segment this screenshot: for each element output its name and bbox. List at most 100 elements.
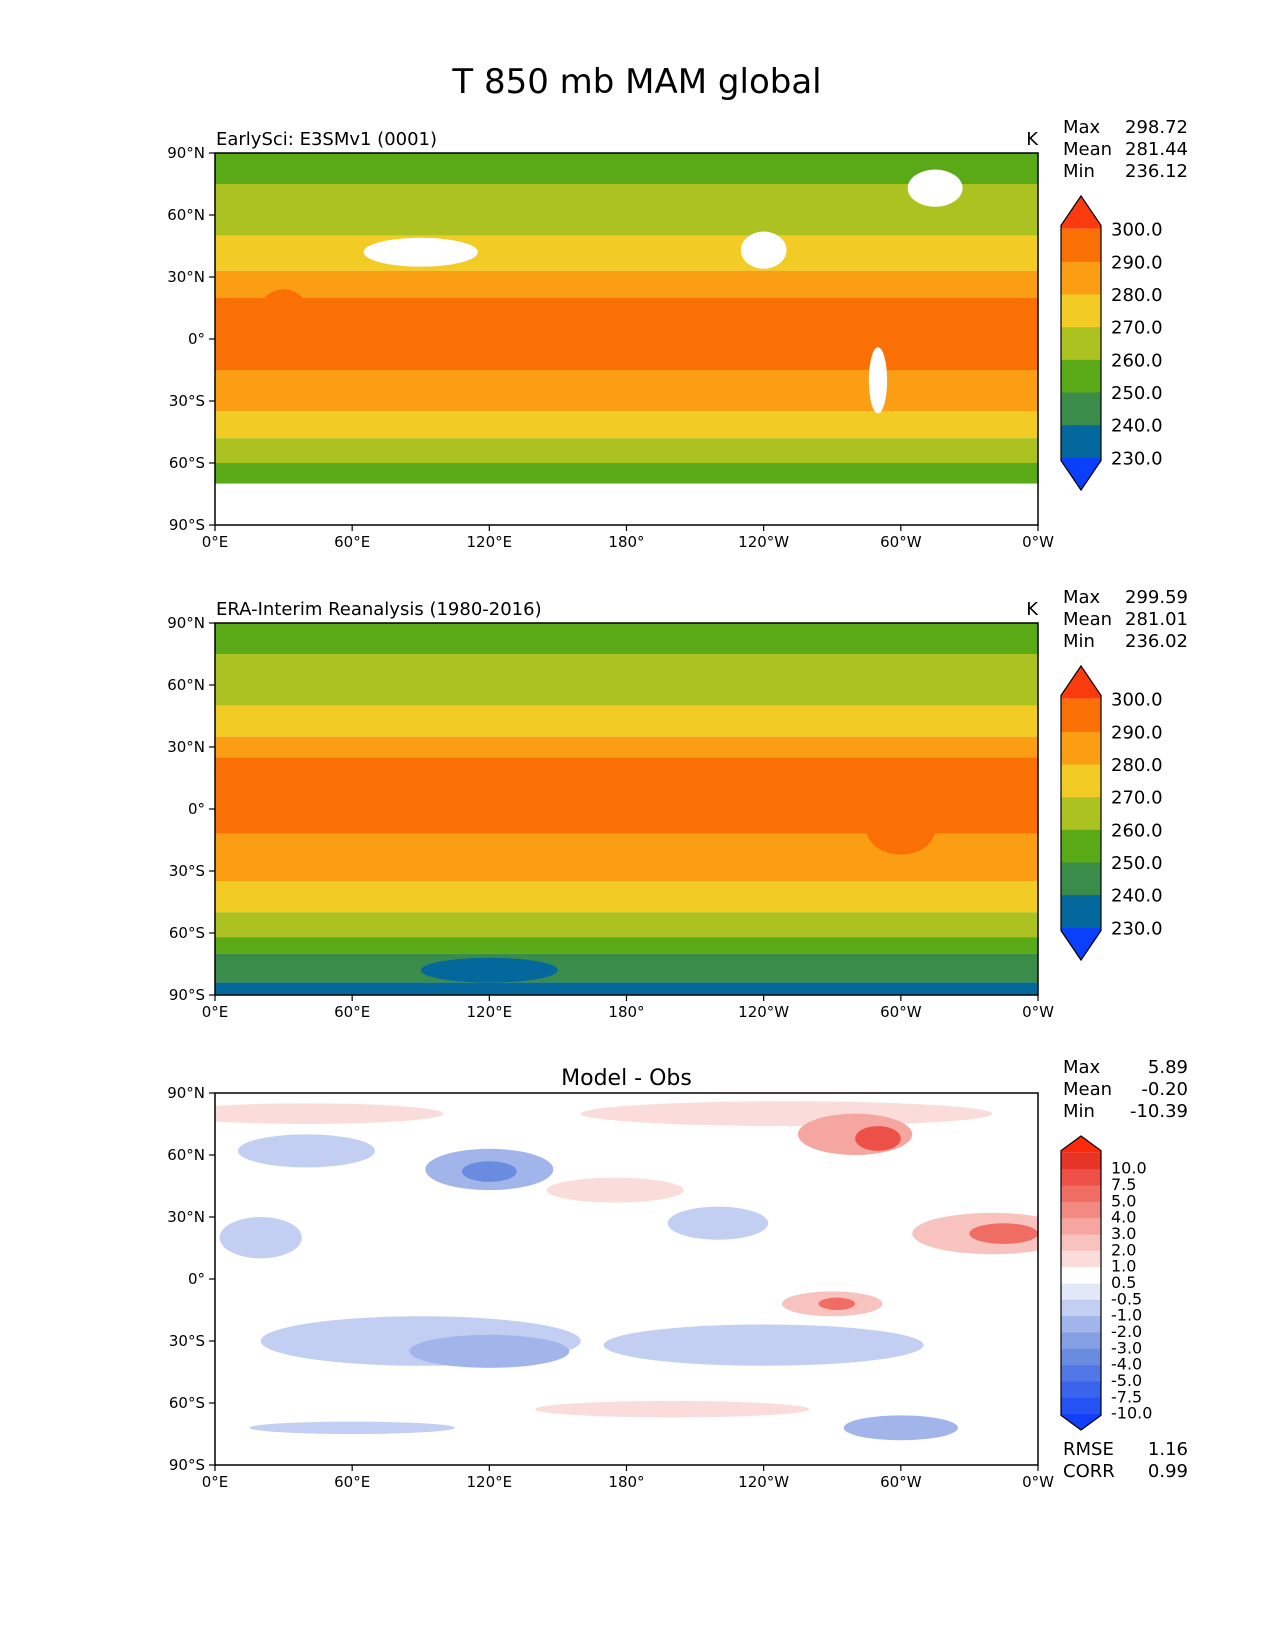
stat-label: Max	[1063, 117, 1101, 138]
contour-band	[215, 623, 1038, 654]
contour-region	[969, 1223, 1038, 1244]
contour-band	[215, 153, 1038, 184]
contour-region	[740, 231, 787, 269]
colorbar-label: 280.0	[1111, 285, 1163, 306]
colorbar-outline	[1060, 664, 1102, 962]
map-field	[215, 623, 1038, 995]
contour-region	[818, 1297, 856, 1311]
panel-model: 0°E 60°E 120°E 180° 120°W 60°W 0°W 90°N 60°N 30°N…	[167, 117, 1188, 551]
units-label: K	[1026, 129, 1039, 150]
map-field	[215, 153, 1038, 525]
colorbar-label: 7.5	[1111, 1175, 1136, 1194]
stat-value: 0.99	[1148, 1461, 1188, 1482]
x-tick-label: 0°E	[202, 1003, 229, 1021]
contour-region	[535, 1400, 810, 1418]
stat-value: 281.01	[1125, 609, 1188, 630]
colorbar-segment	[1061, 829, 1101, 863]
x-tick-label: 180°	[608, 1473, 644, 1491]
contour-band	[215, 297, 1038, 370]
colorbar-label: -1.0	[1111, 1306, 1142, 1325]
colorbar-segment	[1061, 1315, 1101, 1333]
x-tick-label: 180°	[608, 533, 644, 551]
colorbar-segment	[1061, 457, 1101, 490]
panel-title: ERA-Interim Reanalysis (1980-2016)	[216, 599, 542, 620]
contour-region	[256, 759, 312, 818]
colorbar-label: 1.0	[1111, 1257, 1136, 1276]
colorbar: 230.0 240.0 250.0 260.0 270.0 280.0 290.0 300.0	[1060, 194, 1163, 492]
colorbar-label: 230.0	[1111, 918, 1163, 939]
y-tick-label: 90°N	[167, 1084, 205, 1102]
colorbar-segment	[1061, 1250, 1101, 1268]
colorbar-segment	[1061, 894, 1101, 928]
contour-band	[215, 705, 1038, 737]
x-tick-label: 180°	[608, 1003, 644, 1021]
colorbar-label: -7.5	[1111, 1387, 1142, 1406]
contour-band	[215, 912, 1038, 938]
contour-region	[409, 1334, 570, 1368]
contour-band	[215, 184, 1038, 236]
colorbar-label: -3.0	[1111, 1338, 1142, 1357]
x-tick-label: 120°W	[738, 533, 789, 551]
colorbar-segment	[1061, 796, 1101, 830]
x-tick-label: 120°E	[467, 533, 513, 551]
colorbar-label: 270.0	[1111, 318, 1163, 339]
stat-label: Min	[1063, 631, 1095, 652]
stat-label: RMSE	[1063, 1439, 1114, 1460]
y-tick-label: 30°N	[167, 268, 205, 286]
y-tick-label: 60°S	[169, 924, 205, 942]
contour-band	[215, 370, 1038, 412]
stat-value: -10.39	[1130, 1101, 1188, 1122]
x-tick-label: 60°E	[334, 1003, 370, 1021]
units-label: K	[1026, 599, 1039, 620]
contour-band	[215, 953, 1038, 983]
x-tick-label: 120°E	[467, 1003, 513, 1021]
y-tick-label: 30°S	[169, 1332, 205, 1350]
y-tick-label: 90°S	[169, 986, 205, 1004]
contour-region	[580, 1101, 993, 1127]
contour-region	[363, 237, 478, 267]
colorbar-outline	[1060, 194, 1102, 492]
y-tick-label: 90°N	[167, 144, 205, 162]
stat-label: Min	[1063, 1101, 1095, 1122]
colorbar-segment	[1061, 359, 1101, 393]
colorbar-segment	[1061, 1266, 1101, 1284]
y-tick-label: 90°S	[169, 516, 205, 534]
colorbar-segment	[1061, 1168, 1101, 1186]
colorbar-label: 10.0	[1111, 1159, 1147, 1178]
contour-region	[237, 1134, 376, 1168]
contour-region	[855, 1126, 901, 1151]
x-tick-label: 60°W	[880, 1003, 922, 1021]
colorbar-segment	[1061, 731, 1101, 765]
stat-label: Max	[1063, 587, 1101, 608]
colorbar-segment	[1061, 764, 1101, 798]
stat-label: Mean	[1063, 139, 1112, 160]
colorbar-label: 270.0	[1111, 788, 1163, 809]
colorbar-label: 4.0	[1111, 1208, 1136, 1227]
colorbar-label: 2.0	[1111, 1240, 1136, 1259]
colorbar-label: -5.0	[1111, 1371, 1142, 1390]
contour-region	[866, 804, 936, 855]
panel-obs: 0°E 60°E 120°E 180° 120°W 60°W 0°W 90°N 60°N 30°N…	[167, 587, 1188, 1021]
contour-band	[215, 937, 1038, 954]
contour-band	[215, 270, 1038, 298]
x-tick-label: 0°E	[202, 1473, 229, 1491]
colorbar-segment	[1061, 228, 1101, 262]
colorbar-label: -2.0	[1111, 1322, 1142, 1341]
colorbar-label: 250.0	[1111, 383, 1163, 404]
y-tick-label: 0°	[188, 800, 205, 818]
x-tick-label: 0°W	[1022, 1473, 1054, 1491]
colorbar: -10.0-7.5-5.0-4.0-3.0-2.0-1.0-0.50.51.02…	[1060, 1135, 1152, 1431]
panels: 0°E 60°E 120°E 180° 120°W 60°W 0°W 90°N 60°N 30°N…	[167, 117, 1188, 1491]
colorbar-segment	[1061, 196, 1101, 229]
contour-region	[907, 169, 963, 207]
contour-band	[215, 654, 1038, 706]
x-tick-label: 0°W	[1022, 533, 1054, 551]
contour-band	[215, 438, 1038, 463]
stat-value: 299.59	[1125, 587, 1188, 608]
colorbar-segment	[1061, 1397, 1101, 1415]
colorbar-label: 0.5	[1111, 1273, 1136, 1292]
panel-title: EarlySci: E3SMv1 (0001)	[216, 129, 437, 150]
colorbar-segment	[1061, 1283, 1101, 1300]
colorbar-outline	[1060, 1135, 1102, 1431]
